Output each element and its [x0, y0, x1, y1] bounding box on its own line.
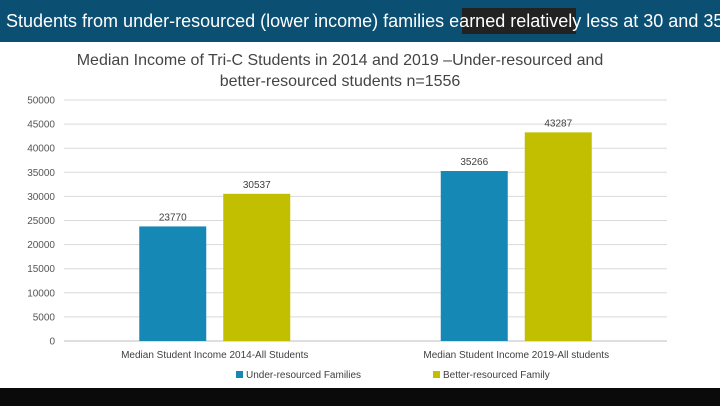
chart-title-line-1: Median Income of Tri-C Students in 2014 … — [76, 52, 604, 69]
chart-title: Median Income of Tri-C Students in 2014 … — [60, 50, 620, 92]
x-axis-categories: Median Student Income 2014-All Students M… — [121, 350, 609, 361]
bar — [440, 171, 508, 341]
y-tick-label: 40000 — [27, 144, 55, 155]
y-tick-label: 30000 — [27, 192, 55, 203]
y-tick-label: 45000 — [27, 120, 55, 131]
y-tick-label: 15000 — [27, 264, 55, 275]
bar-chart: 0 5000 10000 15000 20000 25000 30000 35000 40000… — [27, 96, 667, 381]
bar — [524, 132, 592, 341]
chart-title-line-2: better-resourced students n=1556 — [219, 73, 461, 90]
data-label: 43287 — [544, 118, 572, 129]
bar — [223, 193, 291, 341]
y-axis-ticks: 0 5000 10000 15000 20000 25000 30000 35000 40000… — [27, 96, 55, 348]
x-category-label: Median Student Income 2019-All students — [423, 350, 609, 361]
y-tick-label: 25000 — [27, 216, 55, 227]
bar — [139, 226, 207, 341]
data-label: 30537 — [243, 180, 271, 191]
legend-swatch — [236, 371, 243, 378]
y-tick-label: 0 — [49, 337, 55, 348]
legend-swatch — [433, 371, 440, 378]
y-tick-label: 20000 — [27, 240, 55, 251]
slide-headline: Students from under-resourced (lower inc… — [6, 11, 720, 31]
bars — [139, 132, 592, 341]
data-label: 35266 — [460, 157, 488, 168]
legend: Under-resourced Families Better-resourced… — [236, 370, 550, 381]
y-tick-label: 35000 — [27, 168, 55, 179]
footer-bar — [0, 388, 720, 406]
y-tick-label: 10000 — [27, 288, 55, 299]
data-label: 23770 — [159, 212, 187, 223]
title-banner — [0, 0, 720, 42]
y-tick-label: 5000 — [33, 312, 56, 323]
text-highlight — [462, 8, 576, 34]
legend-label: Under-resourced Families — [246, 370, 361, 381]
y-tick-label: 50000 — [27, 96, 55, 107]
x-category-label: Median Student Income 2014-All Students — [121, 350, 308, 361]
data-labels: 23770 30537 35266 43287 — [159, 118, 573, 223]
legend-label: Better-resourced Family — [443, 370, 550, 381]
